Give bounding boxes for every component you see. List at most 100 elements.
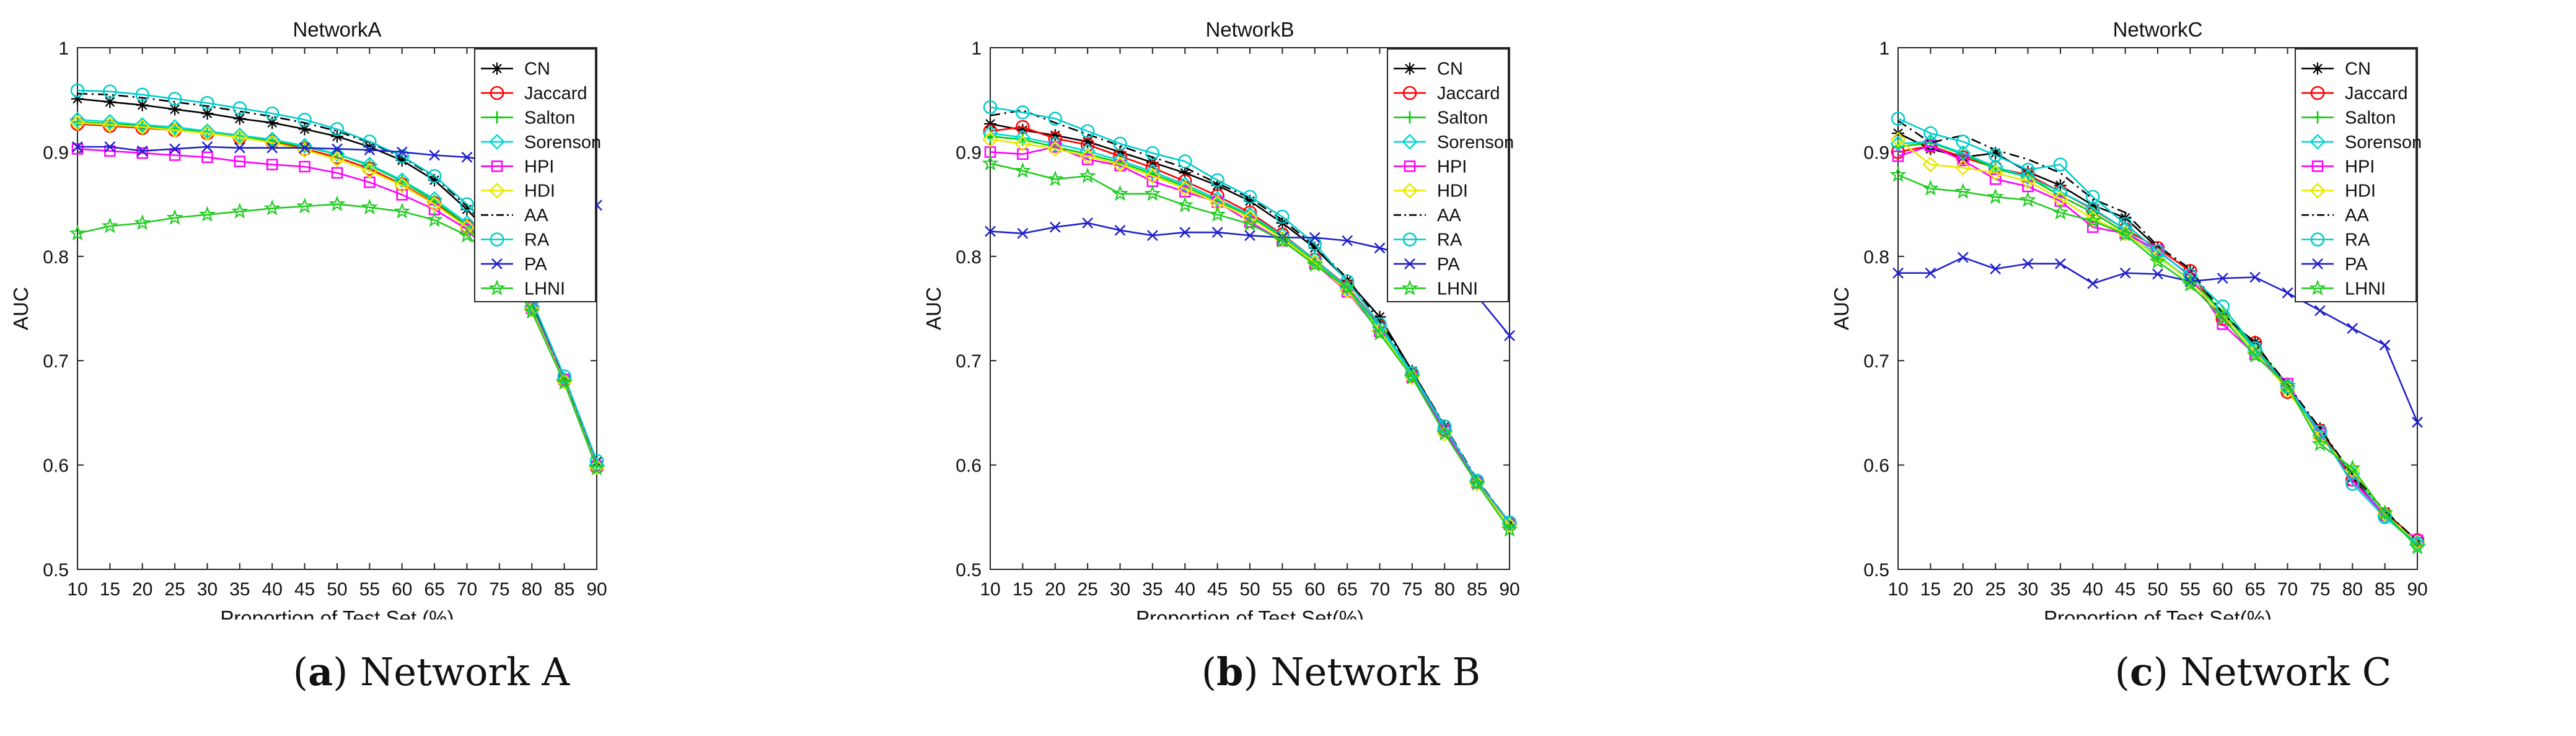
chart-1-series-cn-point bbox=[298, 123, 311, 136]
chart-3-series-pa-point bbox=[2314, 305, 2326, 317]
chart-1-series-hdi-point bbox=[329, 151, 345, 167]
chart-1-series-hdi-point bbox=[232, 129, 248, 146]
chart-2-legend-marker bbox=[1404, 62, 1416, 75]
chart-3-series-hdi-point bbox=[1987, 165, 2003, 181]
chart-2-series-ra-point bbox=[1145, 146, 1160, 160]
chart-1-series-ra-point bbox=[232, 101, 247, 115]
chart-1-series-hdi-point bbox=[69, 115, 86, 131]
chart-2: NetworkB 10 15 20 25 30 35 40 45 50 55 60 65 70 75 80 85… bbox=[922, 18, 1520, 620]
chart-2-series-lhni-point bbox=[1404, 368, 1421, 385]
chart-3-legend-entry-hpi: HPI bbox=[2301, 157, 2375, 177]
chart-2-x-tick-label: 45 bbox=[1207, 579, 1228, 600]
chart-3-series-ra-point bbox=[2021, 162, 2035, 177]
chart-1-legend-marker bbox=[488, 279, 506, 296]
chart-3-series-lhni-point bbox=[2084, 212, 2101, 229]
chart-1-series-lhni-point bbox=[393, 203, 411, 219]
chart-2-series-lhni-point bbox=[1079, 167, 1096, 183]
chart-2-legend-box bbox=[1387, 48, 1509, 302]
chart-2-legend-marker bbox=[1401, 279, 1418, 296]
chart-3-legend-label: CN bbox=[2345, 59, 2371, 79]
chart-2-series-lhni-point bbox=[1436, 424, 1453, 441]
chart-2-series-lhni-point bbox=[982, 154, 999, 171]
chart-3-legend-label: Jaccard bbox=[2345, 84, 2408, 103]
chart-1-series-cn-point bbox=[460, 203, 473, 216]
chart-2-series-pa-point bbox=[1146, 230, 1158, 242]
chart-3-series-pa-point bbox=[2379, 340, 2391, 351]
chart-1-series-ra-point bbox=[200, 96, 214, 110]
chart-1-series-hdi-point bbox=[459, 219, 475, 235]
chart-3-series-lhni-point bbox=[1922, 180, 1939, 196]
chart-1-legend-label: Sorenson bbox=[524, 133, 601, 152]
chart-2-legend-label: HPI bbox=[1437, 157, 1467, 177]
chart-1-series-sorenson-point bbox=[134, 116, 151, 133]
chart-2-series-pa-point bbox=[1179, 227, 1191, 238]
chart-1-legend-entry-aa: AA bbox=[481, 206, 548, 226]
chart-2-x-tick-label: 30 bbox=[1110, 579, 1130, 600]
chart-1-x-tick-label: 30 bbox=[197, 579, 218, 600]
chart-3-series-pa-point bbox=[2087, 278, 2099, 289]
chart-1-series-sorenson-point bbox=[329, 146, 345, 162]
chart-2-y-tick-label: 0.7 bbox=[956, 351, 982, 372]
chart-1-series-pa-point bbox=[201, 141, 213, 152]
chart-1-series-ra-point bbox=[135, 87, 149, 102]
chart-3-x-tick-label: 75 bbox=[2310, 579, 2330, 600]
chart-3-legend-entry-salton: Salton bbox=[2301, 108, 2396, 128]
chart-2-series-ra bbox=[983, 100, 1517, 530]
chart-3-series-cn-point bbox=[2086, 199, 2099, 212]
chart-2-series-ra-point bbox=[1242, 190, 1257, 204]
chart-1-x-tick-label: 55 bbox=[359, 579, 380, 600]
chart-2-legend-entry-jaccard: Jaccard bbox=[1394, 84, 1500, 103]
chart-2-series-ra-point bbox=[983, 100, 998, 115]
chart-1-series-pa-point bbox=[72, 141, 83, 152]
chart-3-series-ra-point bbox=[2053, 157, 2068, 172]
chart-1-legend-marker bbox=[491, 258, 503, 269]
caption-b-text: Network B bbox=[1270, 649, 1481, 694]
chart-3-series-lhni bbox=[1889, 166, 2426, 555]
caption-b: (b) Network B bbox=[1201, 649, 1481, 694]
chart-1-series-ra-point bbox=[363, 134, 377, 149]
chart-3-legend-marker bbox=[2311, 111, 2324, 124]
chart-1-series-cn-point bbox=[136, 99, 149, 112]
chart-1-title: NetworkA bbox=[292, 18, 381, 41]
chart-2-series-cn-point bbox=[1146, 156, 1159, 169]
chart-1-x-tick-label: 85 bbox=[554, 579, 574, 600]
chart-3-series-lhni-point bbox=[2246, 346, 2264, 363]
chart-1-series-lhni-point bbox=[263, 199, 281, 216]
chart-1-series-sorenson-point bbox=[199, 123, 216, 139]
chart-1-series-pa-point bbox=[461, 151, 473, 163]
chart-3-series-hpi-point bbox=[1989, 173, 2002, 185]
chart-1-series-sorenson-point bbox=[426, 191, 442, 207]
chart-1-series-lhni-point bbox=[198, 206, 216, 222]
chart-1-series-cn-point bbox=[428, 173, 441, 186]
chart-1-legend-label: AA bbox=[524, 206, 548, 226]
chart-2-y-tick-label: 0.9 bbox=[956, 142, 982, 163]
chart-1-series-pa-point bbox=[169, 143, 181, 155]
chart-2-legend-entry-lhni: LHNI bbox=[1394, 279, 1478, 299]
chart-1-legend-label: Jaccard bbox=[524, 84, 587, 103]
chart-3-title: NetworkC bbox=[2113, 18, 2203, 41]
chart-1: NetworkA 10 15 20 25 30 35 40 45 50 55 60 65 70 75 80 85… bbox=[9, 18, 607, 620]
chart-3-series-ra-point bbox=[1891, 112, 1906, 126]
chart-2-x-tick-label: 85 bbox=[1467, 579, 1487, 600]
chart-3-legend-entry-aa: AA bbox=[2301, 206, 2369, 226]
chart-1-series-hdi-point bbox=[199, 125, 216, 141]
chart-2-series-ra-point bbox=[1113, 136, 1127, 151]
chart-2-series-ra-line bbox=[990, 106, 1511, 523]
chart-3-series-lhni-point bbox=[2181, 276, 2199, 292]
chart-3-series-hpi-point bbox=[1925, 140, 1936, 152]
chart-3-legend-entry-cn: CN bbox=[2301, 59, 2371, 79]
chart-3-x-tick-label: 10 bbox=[1888, 579, 1908, 600]
chart-2-series-hpi-point bbox=[1017, 148, 1029, 160]
chart-1-series-ra-point bbox=[395, 149, 409, 164]
chart-3-series-aa-line bbox=[1897, 120, 2418, 542]
chart-3-y-tick-label: 0.7 bbox=[1863, 351, 1889, 372]
chart-1-y-tick-label: 0.6 bbox=[43, 456, 69, 476]
chart-2-series-ra-point bbox=[1210, 173, 1224, 188]
chart-1-series-hpi-point bbox=[136, 147, 148, 159]
chart-2-legend-marker bbox=[1402, 85, 1417, 100]
chart-1-y-tick-label: 0.9 bbox=[43, 142, 69, 163]
chart-3-series-hdi-point bbox=[2085, 211, 2101, 227]
chart-1-series-lhni-point bbox=[556, 374, 573, 390]
chart-1-x-tick-label: 35 bbox=[229, 579, 250, 600]
chart-1-series-ra-point bbox=[70, 83, 85, 98]
